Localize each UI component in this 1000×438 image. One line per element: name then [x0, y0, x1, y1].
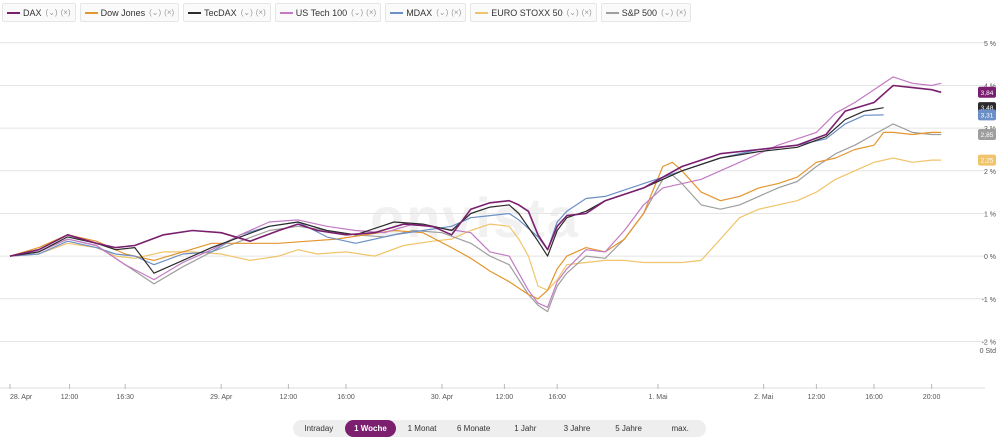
series-line-tecdax[interactable] [9, 107, 884, 274]
chevron-down-icon[interactable]: (⌄) [436, 8, 449, 17]
end-value-badge: 2,25 [978, 154, 996, 166]
x-tick-label: 1. Mai [648, 394, 668, 401]
legend-label: DAX [23, 7, 42, 18]
legend-item-us-tech-100[interactable]: US Tech 100 (⌄) (×) [274, 3, 382, 22]
series-swatch [605, 11, 619, 14]
x-tick-label: 16:00 [548, 394, 566, 401]
chevron-down-icon[interactable]: (⌄) [45, 8, 58, 17]
close-icon[interactable]: (×) [164, 8, 175, 17]
x-tick-label: 12:00 [280, 394, 298, 401]
close-icon[interactable]: (×) [60, 8, 71, 17]
y-tick-label: 0 Std [980, 348, 996, 355]
end-value-label: 2,25 [981, 158, 994, 165]
y-tick-label: 2 % [984, 169, 996, 176]
close-icon[interactable]: (×) [451, 8, 462, 17]
series-line-dax[interactable] [9, 84, 942, 257]
close-icon[interactable]: (×) [581, 8, 592, 17]
series-swatch [84, 11, 98, 14]
y-tick-label: 5 % [984, 41, 996, 48]
y-tick-label: 0 % [984, 254, 996, 261]
y-tick-label: 1 % [984, 211, 996, 218]
legend-label: US Tech 100 [295, 7, 348, 18]
series-line-us-tech-100[interactable] [9, 76, 942, 308]
x-tick-label: 28. Apr [10, 394, 33, 401]
legend-item-tecdax[interactable]: TecDAX (⌄) (×) [183, 3, 271, 22]
x-tick-label: 2. Mai [754, 394, 774, 401]
series-line-mdax[interactable] [9, 114, 884, 266]
close-icon[interactable]: (×) [366, 8, 377, 17]
x-tick-label: 29. Apr [210, 394, 233, 401]
end-value-label: 3,48 [981, 105, 994, 112]
chevron-down-icon[interactable]: (⌄) [351, 8, 364, 17]
series-swatch [188, 11, 202, 14]
series-swatch [390, 11, 404, 14]
x-tick-label: 20:00 [923, 394, 941, 401]
tab-1-jahr[interactable]: 1 Jahr [514, 424, 537, 433]
chevron-down-icon[interactable]: (⌄) [240, 8, 253, 17]
x-tick-label: 12:00 [808, 394, 826, 401]
x-tick-label: 16:00 [337, 394, 355, 401]
x-tick-label: 12:00 [61, 394, 79, 401]
series-line-s-p-500[interactable] [9, 123, 942, 313]
x-tick-label: 30. Apr [431, 394, 454, 401]
legend-item-dow-jones[interactable]: Dow Jones (⌄) (×) [79, 3, 180, 22]
close-icon[interactable]: (×) [255, 8, 266, 17]
close-icon[interactable]: (×) [676, 8, 687, 17]
legend-label: S&P 500 [621, 7, 658, 18]
series-line-dow-jones[interactable] [9, 131, 942, 300]
tab-1-woche[interactable]: 1 Woche [344, 420, 397, 437]
x-tick-label: 12:00 [496, 394, 514, 401]
end-value-label: 3,84 [981, 90, 994, 97]
legend-item-sp-500[interactable]: S&P 500 (⌄) (×) [600, 3, 692, 22]
end-value-label: 3,31 [981, 112, 994, 119]
x-tick-label: 16:00 [865, 394, 883, 401]
legend-item-dax[interactable]: DAX (⌄) (×) [2, 3, 76, 22]
chevron-down-icon[interactable]: (⌄) [149, 8, 162, 17]
legend: DAX (⌄) (×) Dow Jones (⌄) (×) TecDAX (⌄)… [2, 3, 692, 22]
series-line-euro-stoxx-50[interactable] [9, 157, 942, 291]
legend-label: TecDAX [204, 7, 237, 18]
series-swatch [475, 11, 489, 14]
tab-intraday[interactable]: Intraday [304, 424, 334, 433]
tab-1-monat[interactable]: 1 Monat [407, 424, 437, 433]
y-tick-label: -1 % [982, 297, 996, 304]
end-value-badge: 2,85 [978, 129, 996, 141]
legend-item-euro-stoxx-50[interactable]: EURO STOXX 50 (⌄) (×) [470, 3, 597, 22]
legend-label: EURO STOXX 50 [491, 7, 563, 18]
end-value-badge: 3,31 [978, 109, 996, 121]
chevron-down-icon[interactable]: (⌄) [661, 8, 674, 17]
legend-item-mdax[interactable]: MDAX (⌄) (×) [385, 3, 467, 22]
tab-max[interactable]: max. [671, 424, 689, 433]
x-tick-label: 16:30 [116, 394, 134, 401]
legend-label: MDAX [406, 7, 433, 18]
legend-label: Dow Jones [100, 7, 146, 18]
tab-3-jahre[interactable]: 3 Jahre [563, 424, 591, 433]
tab-6-monate[interactable]: 6 Monate [457, 424, 491, 433]
tab-5-jahre[interactable]: 5 Jahre [615, 424, 642, 433]
y-tick-label: -2 % [982, 339, 996, 346]
series-swatch [279, 11, 293, 14]
chevron-down-icon[interactable]: (⌄) [566, 8, 579, 17]
end-value-badge: 3,84 [978, 86, 996, 98]
period-tabs: Intraday 1 Woche 1 Monat 6 Monate 1 Jahr… [293, 420, 706, 437]
end-value-label: 2,85 [981, 132, 994, 139]
series-swatch [7, 11, 20, 14]
